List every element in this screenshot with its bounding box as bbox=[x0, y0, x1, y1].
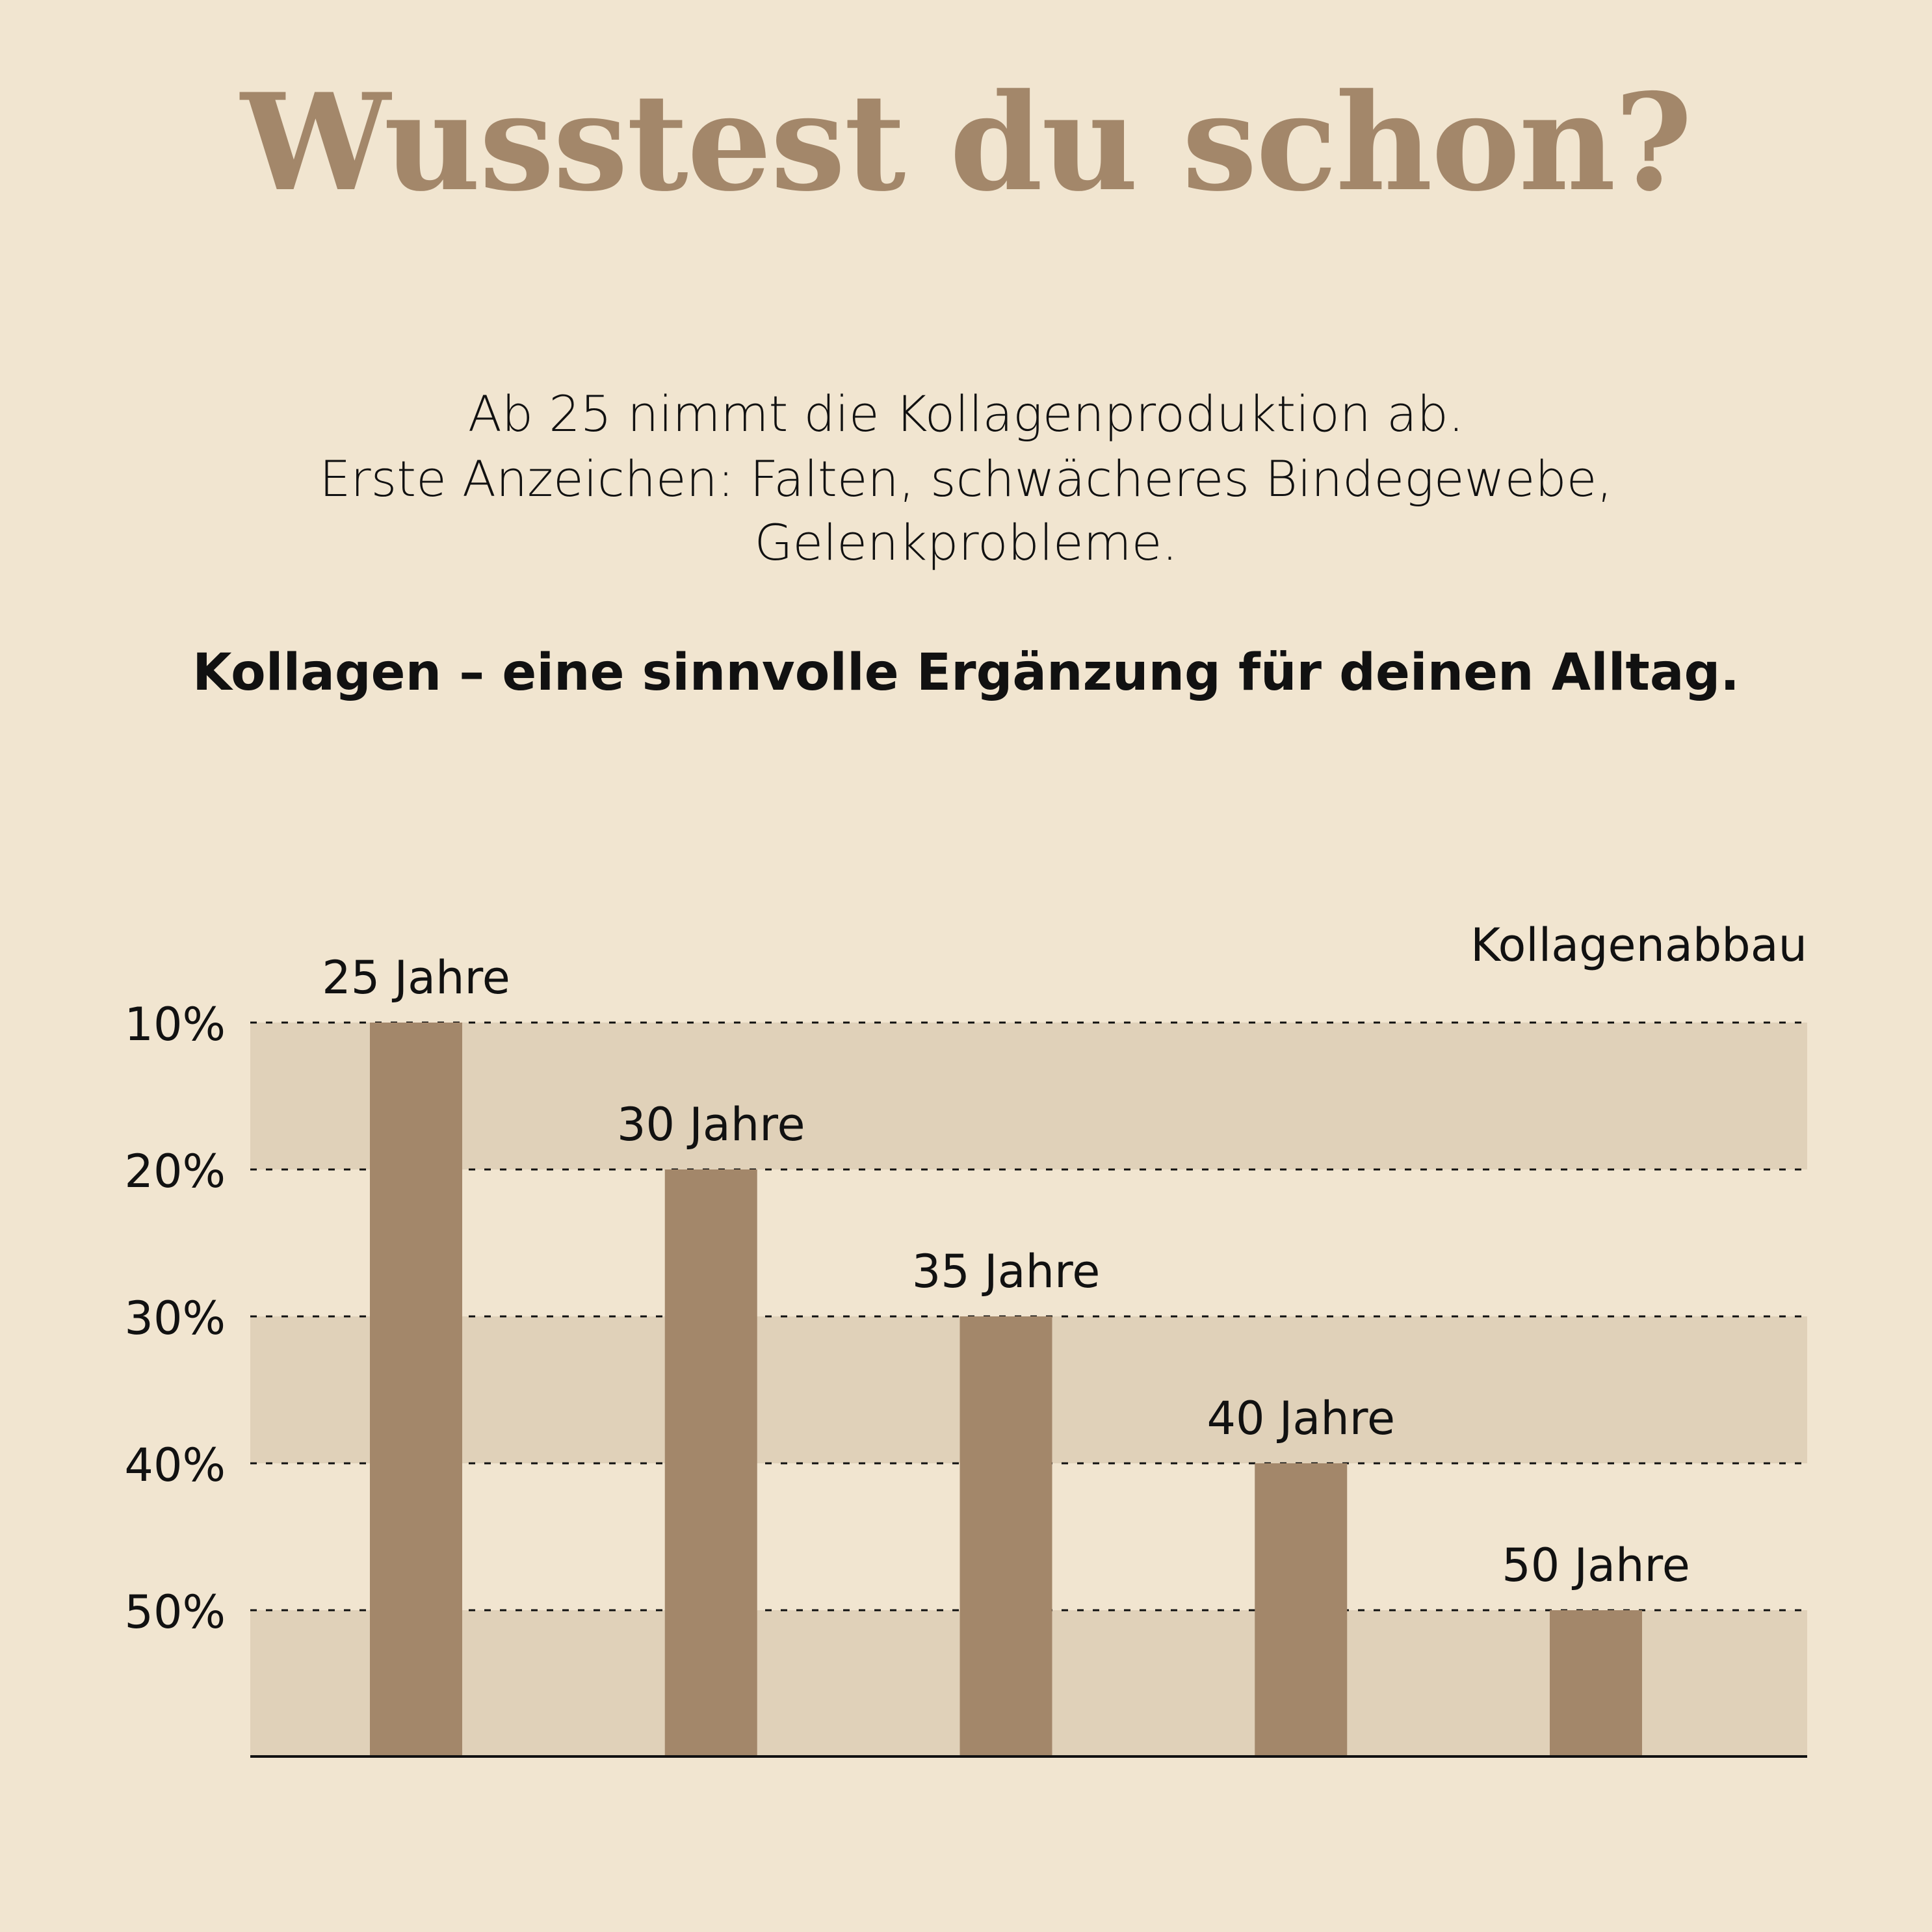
page-title: Wusstest du schon? bbox=[241, 65, 1692, 221]
bar bbox=[1550, 1610, 1642, 1756]
intro-line-1: Ab 25 nimmt die Kollagenproduktion ab. bbox=[467, 385, 1465, 443]
y-tick-label: 20% bbox=[124, 1145, 226, 1198]
intro-line-3: Gelenkprobleme. bbox=[754, 514, 1178, 571]
bar bbox=[370, 1023, 462, 1756]
y-tick-label: 40% bbox=[124, 1439, 226, 1492]
bar-label: 35 Jahre bbox=[912, 1245, 1101, 1298]
tagline: Kollagen – eine sinnvolle Ergänzung für … bbox=[192, 644, 1740, 702]
intro-line-2: Erste Anzeichen: Falten, schwächeres Bin… bbox=[319, 450, 1613, 508]
bar-label: 30 Jahre bbox=[617, 1098, 805, 1151]
bar bbox=[664, 1169, 757, 1756]
bar bbox=[1255, 1463, 1348, 1756]
y-tick-label: 50% bbox=[124, 1586, 226, 1639]
bar-label: 50 Jahre bbox=[1502, 1539, 1690, 1592]
bar-label: 25 Jahre bbox=[322, 951, 510, 1004]
y-tick-label: 10% bbox=[124, 998, 226, 1051]
band bbox=[250, 1023, 1807, 1169]
chart-title: Kollagenabbau bbox=[1470, 919, 1807, 972]
y-tick-label: 30% bbox=[124, 1292, 226, 1345]
bar-label: 40 Jahre bbox=[1207, 1392, 1395, 1445]
bar bbox=[959, 1316, 1052, 1756]
